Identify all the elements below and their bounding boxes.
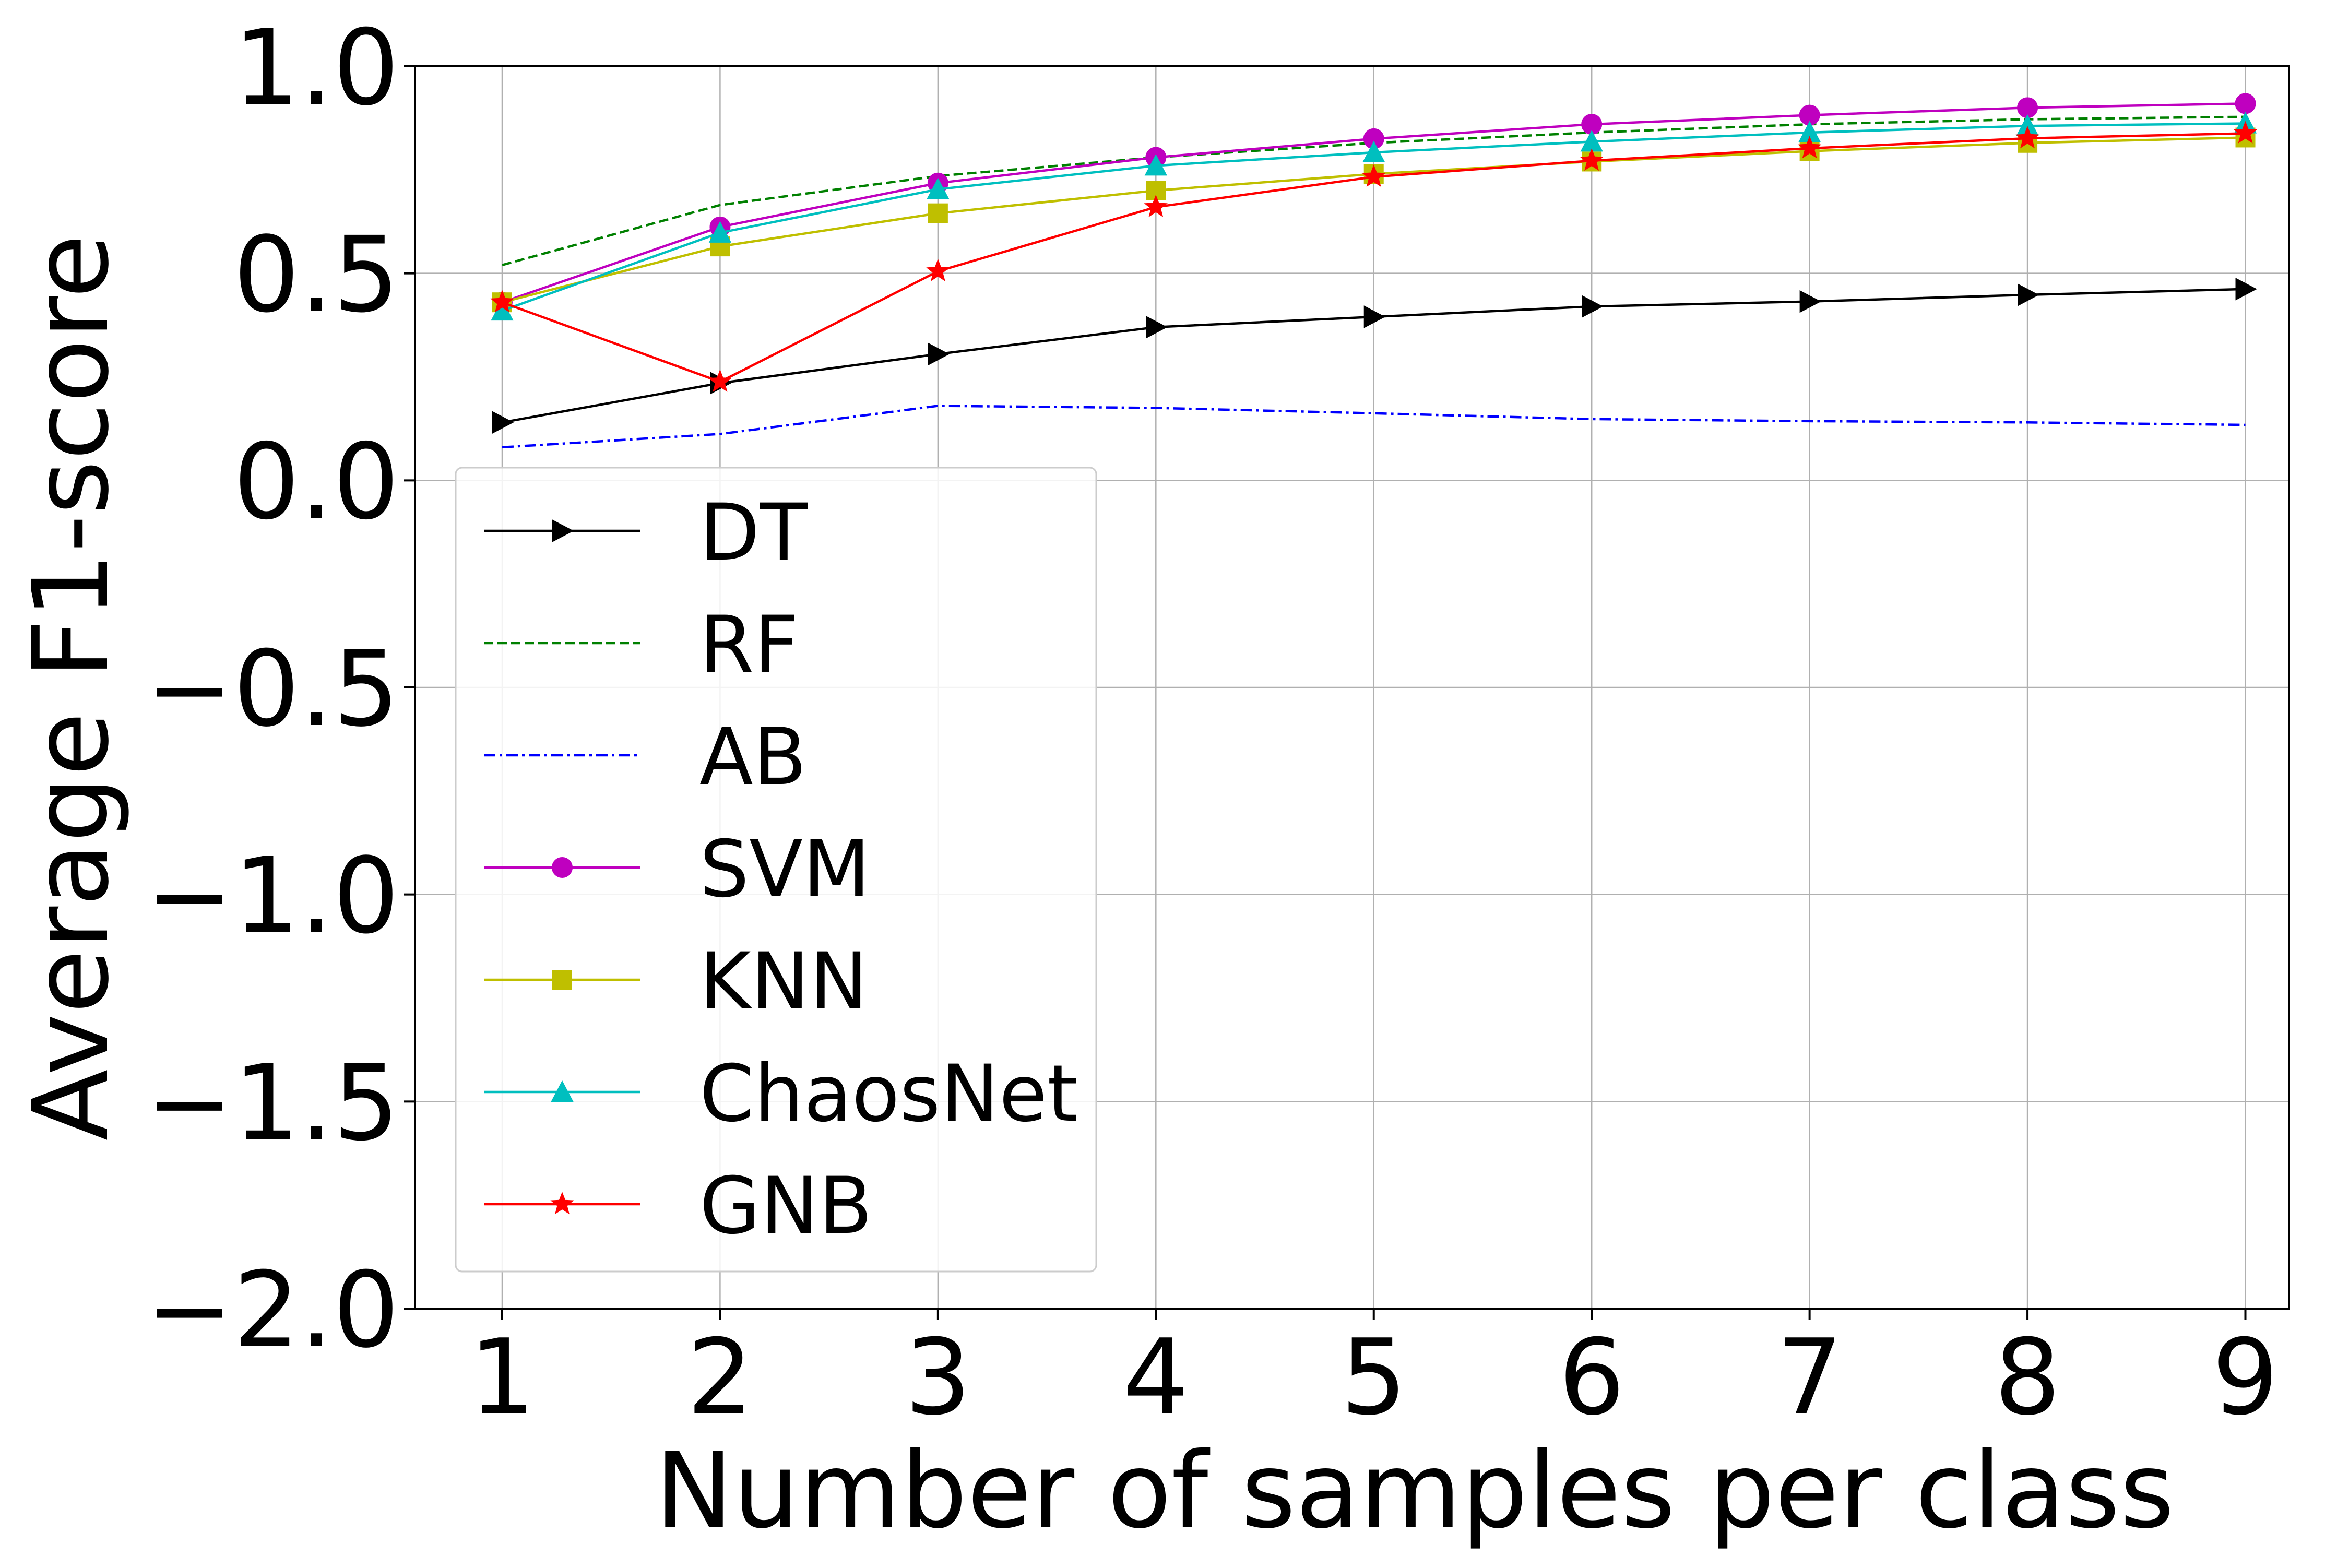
data-point-chaosnet xyxy=(1362,140,1385,163)
axes-ticks: 1 2 3 4 5 6 7 8 9 −2.0 −1.5 −1.0 −0.5 0.0 0.5 1.0 xyxy=(146,7,2279,1439)
y-tick-label: −1.5 xyxy=(146,1042,399,1164)
legend-item-svm[interactable]: SVM xyxy=(484,824,870,915)
data-point-gnb xyxy=(1144,194,1168,217)
x-tick-label: 7 xyxy=(1776,1317,1843,1439)
legend-marker-dt xyxy=(552,519,574,542)
data-point-chaosnet xyxy=(1144,154,1167,176)
data-point-gnb xyxy=(926,258,950,281)
legend-item-dt[interactable]: DT xyxy=(484,488,809,578)
legend-marker-chaosnet xyxy=(551,1080,574,1102)
x-tick-label: 6 xyxy=(1559,1317,1625,1439)
data-point-dt xyxy=(1363,305,1385,328)
series-layer xyxy=(490,93,2258,449)
x-tick-label: 5 xyxy=(1340,1317,1407,1439)
data-point-gnb xyxy=(708,369,732,392)
legend[interactable]: DT RF AB SVM KNN ChaosNet GNB xyxy=(455,467,1097,1273)
legend-item-ab[interactable]: AB xyxy=(484,712,807,803)
legend-label-rf: RF xyxy=(699,600,799,691)
data-point-gnb xyxy=(2233,121,2258,144)
y-tick-label: 0.0 xyxy=(233,421,399,543)
data-point-chaosnet xyxy=(927,177,950,199)
x-axis-label: Number of samples per class xyxy=(655,1430,2175,1552)
legend-marker-knn xyxy=(552,970,572,990)
data-point-dt xyxy=(1146,316,1168,339)
legend-label-chaosnet: ChaosNet xyxy=(699,1049,1078,1139)
y-tick-label: −2.0 xyxy=(146,1250,399,1371)
legend-marker-svm xyxy=(552,857,573,878)
y-tick-label: 0.5 xyxy=(233,215,399,336)
legend-label-dt: DT xyxy=(699,488,809,578)
legend-marker-gnb xyxy=(550,1192,574,1215)
x-tick-label: 8 xyxy=(1994,1317,2060,1439)
y-tick-label: −1.0 xyxy=(146,836,399,957)
legend-label-svm: SVM xyxy=(699,824,870,915)
legend-label-gnb: GNB xyxy=(699,1161,872,1252)
data-point-dt xyxy=(1582,295,1604,318)
legend-item-knn[interactable]: KNN xyxy=(484,936,868,1027)
series-gnb xyxy=(490,121,2258,392)
data-point-dt xyxy=(2235,278,2257,301)
data-point-knn xyxy=(928,203,948,223)
data-point-dt xyxy=(492,411,514,434)
x-tick-label: 2 xyxy=(687,1317,753,1439)
data-point-gnb xyxy=(1798,136,1822,159)
y-tick-label: −0.5 xyxy=(146,628,399,750)
legend-label-ab: AB xyxy=(699,712,807,803)
data-point-dt xyxy=(1799,290,1821,313)
x-tick-label: 1 xyxy=(469,1317,535,1439)
y-tick-label: 1.0 xyxy=(233,7,399,129)
x-tick-label: 3 xyxy=(905,1317,971,1439)
legend-item-gnb[interactable]: GNB xyxy=(484,1161,872,1252)
data-point-dt xyxy=(2018,283,2039,306)
x-tick-label: 4 xyxy=(1123,1317,1189,1439)
legend-item-rf[interactable]: RF xyxy=(484,600,799,691)
legend-box xyxy=(455,467,1097,1273)
data-point-gnb xyxy=(2015,126,2039,149)
legend-item-chaosnet[interactable]: ChaosNet xyxy=(484,1049,1078,1139)
data-point-dt xyxy=(928,342,950,366)
data-point-gnb xyxy=(1362,164,1386,187)
data-point-gnb xyxy=(1580,148,1604,171)
data-point-chaosnet xyxy=(708,221,732,243)
data-point-gnb xyxy=(490,290,514,313)
legend-label-knn: KNN xyxy=(699,936,868,1027)
x-tick-label: 9 xyxy=(2212,1317,2279,1439)
y-axis-label: Average F1-score xyxy=(10,234,132,1141)
data-point-svm xyxy=(2235,93,2256,114)
